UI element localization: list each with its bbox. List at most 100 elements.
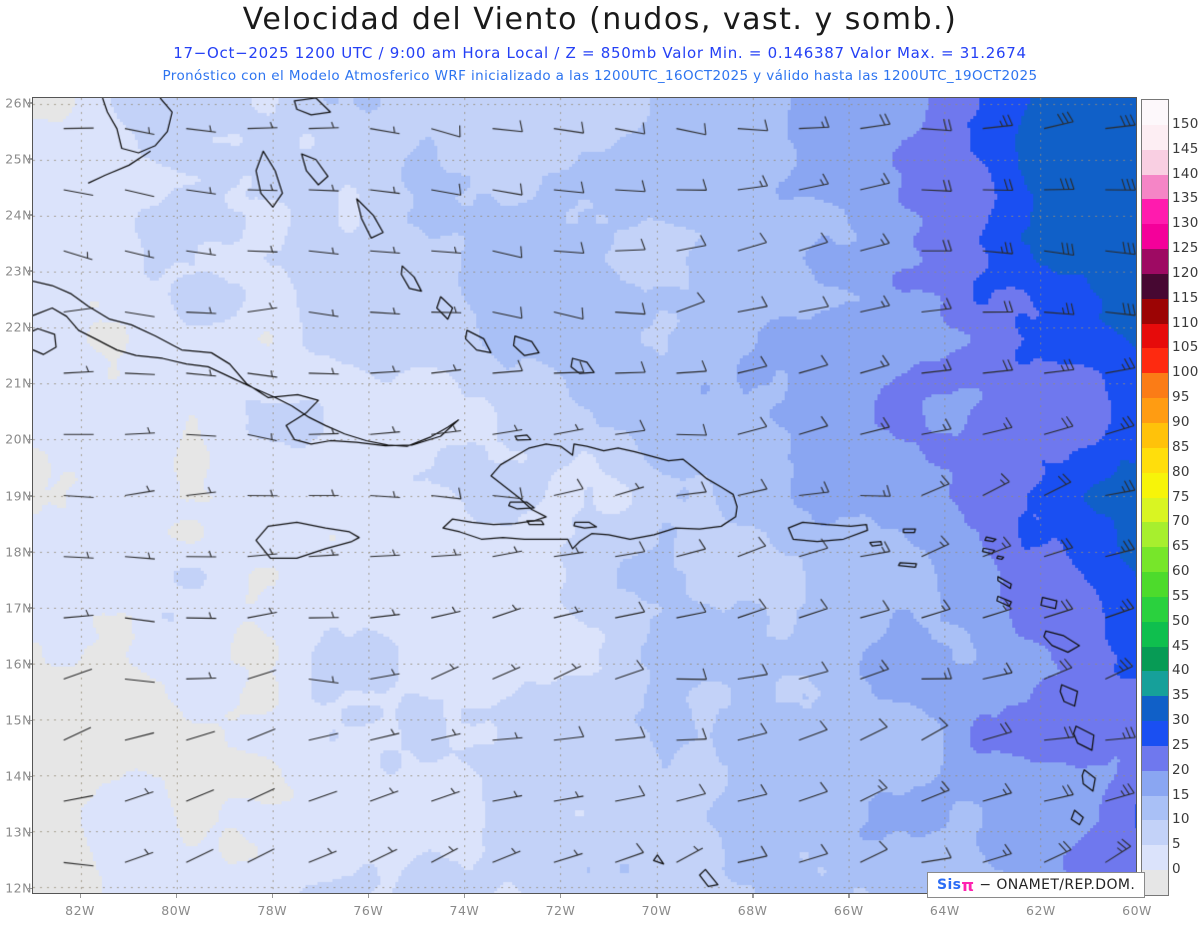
lat-tick-mark: [28, 102, 32, 104]
lat-tick-label: 13N: [5, 824, 32, 840]
lon-tick-label: 72W: [545, 903, 576, 918]
colorbar-tick-label: 150: [1172, 115, 1199, 132]
lon-tick-label: 60W: [1122, 903, 1152, 918]
colorbar-tick-label: 70: [1172, 513, 1190, 530]
colorbar-cell: [1142, 621, 1168, 647]
colorbar-cell: [1142, 472, 1168, 498]
lat-tick-label: 26N: [5, 95, 32, 111]
lon-tick-mark: [79, 894, 82, 898]
colorbar-tick-label: 120: [1172, 264, 1199, 281]
lat-tick-label: 16N: [5, 656, 32, 672]
colorbar-cell: [1142, 224, 1168, 250]
colorbar-cell: [1142, 174, 1168, 200]
colorbar-cell: [1142, 124, 1168, 150]
lat-tick-label: 25N: [5, 151, 32, 167]
lon-tick-label: 64W: [929, 903, 960, 918]
colorbar-tick-label: 110: [1172, 314, 1199, 331]
colorbar-tick-label: 130: [1172, 215, 1199, 232]
colorbar-cell: [1142, 671, 1168, 697]
colorbar-tick-label: 55: [1172, 587, 1190, 604]
lat-tick-label: 15N: [5, 712, 32, 728]
colorbar-cell: [1142, 596, 1168, 622]
colorbar-tick-label: 135: [1172, 190, 1199, 207]
colorbar-tick-label: 95: [1172, 389, 1190, 406]
colorbar-cell: [1142, 770, 1168, 796]
lat-tick-label: 18N: [5, 544, 32, 560]
colorbar-cell: [1142, 273, 1168, 299]
lat-tick-label: 22N: [5, 319, 32, 335]
lon-tick-mark: [175, 894, 178, 898]
colorbar-cell: [1142, 398, 1168, 423]
colorbar-cell: [1142, 497, 1168, 523]
lon-tick-mark: [463, 894, 466, 898]
colorbar-tick-label: 85: [1172, 438, 1190, 455]
lat-tick-mark: [28, 719, 32, 721]
lat-tick-mark: [28, 270, 32, 272]
colorbar-cell: [1142, 100, 1168, 125]
lat-tick-label: 12N: [5, 880, 32, 896]
lon-tick-label: 66W: [833, 903, 864, 918]
lat-tick-mark: [28, 382, 32, 385]
map-header: Velocidad del Viento (nudos, vast. y som…: [0, 0, 1200, 92]
colorbar-cell: [1142, 745, 1168, 771]
lat-tick-label: 24N: [5, 207, 32, 223]
colorbar-tick-label: 50: [1172, 612, 1190, 629]
colorbar-cell: [1142, 547, 1168, 573]
colorbar-tick-label: 80: [1172, 463, 1190, 480]
colorbar-tick-label: 0: [1172, 861, 1181, 878]
colorbar-cell: [1142, 373, 1168, 399]
colorbar-cell: [1142, 696, 1168, 722]
lat-tick-mark: [28, 214, 32, 216]
colorbar-tick-label: 30: [1172, 712, 1190, 729]
lon-tick-label: 82W: [65, 903, 95, 918]
lon-tick-label: 74W: [449, 903, 480, 918]
lon-tick-label: 62W: [1026, 903, 1056, 918]
lat-tick-mark: [28, 326, 32, 329]
colorbar-cell: [1142, 845, 1168, 871]
colorbar-cell: [1142, 348, 1168, 374]
colorbar-cell: [1142, 323, 1168, 349]
colorbar-tick-label: 45: [1172, 637, 1190, 654]
lon-tick-label: 68W: [737, 903, 768, 918]
colorbar-cell: [1142, 422, 1168, 448]
lon-tick-label: 80W: [161, 903, 192, 918]
lat-tick-mark: [28, 775, 32, 778]
colorbar-cell: [1142, 199, 1168, 225]
colorbar-cell: [1142, 149, 1168, 175]
logo-pi-icon: π: [961, 875, 975, 895]
lat-tick-label: 23N: [5, 263, 32, 279]
colorbar-tick-label: 125: [1172, 240, 1199, 257]
lat-tick-label: 20N: [5, 431, 32, 447]
colorbar-cell: [1142, 447, 1168, 473]
colorbar-tick-label: 10: [1172, 811, 1190, 828]
weather-map[interactable]: [32, 97, 1137, 894]
lon-tick-label: 70W: [641, 903, 672, 918]
colorbar-cell: [1142, 572, 1168, 597]
lat-tick-mark: [28, 495, 32, 497]
colorbar-tick-label: 40: [1172, 662, 1190, 679]
colorbar-tick-label: 65: [1172, 538, 1190, 555]
lat-tick-mark: [28, 831, 32, 834]
lon-tick-mark: [271, 894, 274, 898]
colorbar-cell: [1142, 522, 1168, 548]
colorbar-tick-label: 115: [1172, 289, 1199, 306]
lon-tick-mark: [848, 894, 850, 898]
agency-logo: Sis π − ONAMET/REP.DOM.: [927, 872, 1146, 898]
colorbar-cell: [1142, 721, 1168, 746]
lat-tick-label: 14N: [5, 768, 32, 784]
colorbar-cell: [1142, 298, 1168, 324]
colorbar-tick-label: 105: [1172, 339, 1199, 356]
colorbar-tick-label: 5: [1172, 836, 1181, 853]
colorbar-tick-label: 35: [1172, 687, 1190, 704]
colorbar-tick-label: 140: [1172, 165, 1199, 182]
colorbar-tick-label: 20: [1172, 761, 1190, 778]
page-title: Velocidad del Viento (nudos, vast. y som…: [242, 2, 958, 37]
lon-tick-mark: [752, 894, 754, 898]
lat-tick-label: 21N: [5, 375, 32, 391]
lat-tick-mark: [28, 887, 32, 890]
colorbar-cell: [1142, 646, 1168, 672]
logo-sis-text: Sis: [937, 877, 962, 893]
lon-tick-label: 76W: [353, 903, 384, 918]
model-description-line: Pronóstico con el Modelo Atmosferico WRF…: [162, 68, 1038, 84]
colorbar-tick-label: 90: [1172, 413, 1190, 430]
